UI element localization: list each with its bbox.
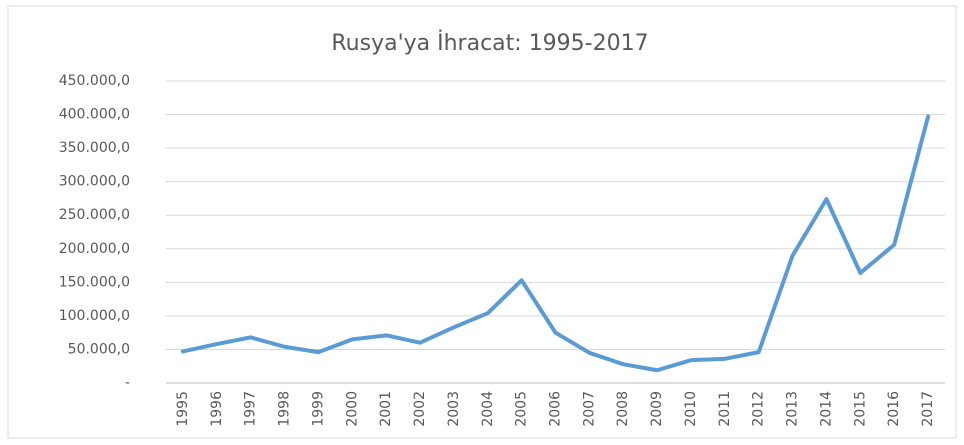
y-tick-label: - bbox=[125, 375, 130, 391]
x-tick-label: 2010 bbox=[683, 391, 699, 427]
y-tick-label: 300.000,0 bbox=[59, 174, 130, 190]
x-tick-label: 2007 bbox=[581, 391, 597, 427]
x-tick-label: 2017 bbox=[920, 391, 936, 427]
y-tick-label: 150.000,0 bbox=[59, 274, 130, 290]
x-tick-label: 2005 bbox=[514, 391, 530, 427]
x-tick-label: 2003 bbox=[446, 391, 462, 427]
x-tick-label: 2015 bbox=[852, 391, 868, 427]
x-tick-label: 1999 bbox=[310, 391, 326, 427]
y-tick-label: 450.000,0 bbox=[59, 73, 130, 89]
y-tick-label: 250.000,0 bbox=[59, 207, 130, 223]
x-tick-label: 2006 bbox=[548, 391, 564, 427]
y-tick-label: 200.000,0 bbox=[59, 241, 130, 257]
x-tick-label: 2002 bbox=[412, 391, 428, 427]
x-tick-label: 1996 bbox=[209, 391, 225, 427]
y-tick-label: 400.000,0 bbox=[59, 107, 130, 123]
y-tick-label: 50.000,0 bbox=[68, 341, 130, 357]
x-tick-label: 1997 bbox=[243, 391, 259, 427]
x-tick-label: 2008 bbox=[615, 391, 631, 427]
x-tick-label: 2004 bbox=[480, 391, 496, 427]
x-tick-label: 2012 bbox=[751, 391, 767, 427]
x-tick-label: 2013 bbox=[785, 391, 801, 427]
x-tick-label: 1998 bbox=[277, 391, 293, 427]
x-tick-label: 1995 bbox=[175, 391, 191, 427]
x-tick-label: 2001 bbox=[378, 391, 394, 427]
x-tick-label: 2011 bbox=[717, 391, 733, 427]
x-tick-label: 2000 bbox=[344, 391, 360, 427]
x-tick-label: 2009 bbox=[649, 391, 665, 427]
chart-border bbox=[7, 5, 957, 439]
y-tick-label: 350.000,0 bbox=[59, 140, 130, 156]
y-tick-label: 100.000,0 bbox=[59, 308, 130, 324]
x-tick-label: 2016 bbox=[886, 391, 902, 427]
x-tick-label: 2014 bbox=[818, 391, 834, 427]
data-line bbox=[180, 114, 931, 373]
chart-title: Rusya'ya İhracat: 1995-2017 bbox=[331, 30, 648, 56]
